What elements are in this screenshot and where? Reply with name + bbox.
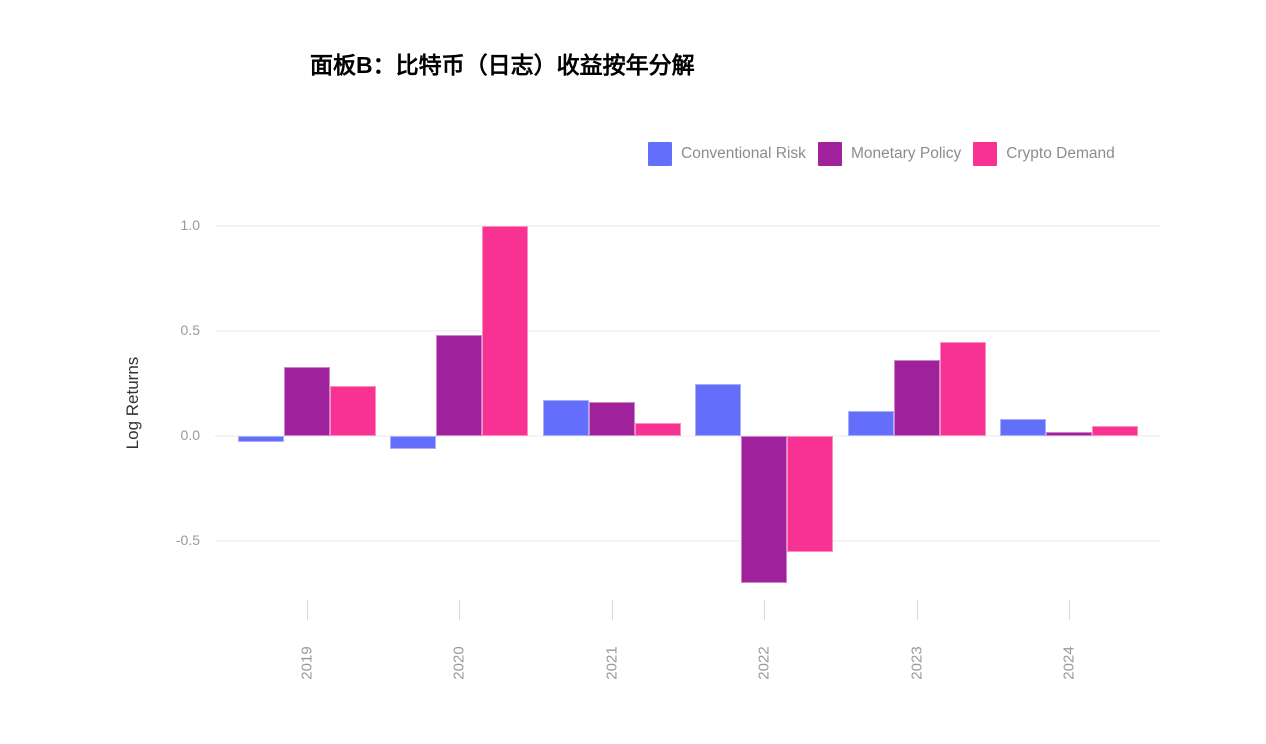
legend-swatch-conventional-risk xyxy=(648,142,672,166)
bar-2024-monetary-policy[interactable] xyxy=(1046,431,1092,436)
x-tick-2020 xyxy=(459,600,461,620)
bar-2020-crypto-demand[interactable] xyxy=(482,226,529,436)
bar-2023-crypto-demand[interactable] xyxy=(939,341,986,436)
y-tick-label--0.5: -0.5 xyxy=(175,532,200,548)
bar-2019-monetary-policy[interactable] xyxy=(284,366,330,436)
x-tick-label-2021: 2021 xyxy=(603,646,621,680)
bar-2022-conventional-risk[interactable] xyxy=(695,383,742,436)
x-tick-label-2019: 2019 xyxy=(298,646,316,680)
bar-2019-conventional-risk[interactable] xyxy=(238,436,284,443)
legend-label-conventional-risk: Conventional Risk xyxy=(681,145,806,162)
x-tick-2021 xyxy=(611,600,613,620)
bar-2021-crypto-demand[interactable] xyxy=(634,423,681,436)
bar-2023-conventional-risk[interactable] xyxy=(847,410,894,436)
legend: Conventional Risk Monetary Policy Crypto D… xyxy=(648,142,1115,166)
bar-2022-crypto-demand[interactable] xyxy=(787,436,834,552)
x-tick-label-2023: 2023 xyxy=(908,646,926,680)
x-tick-2022 xyxy=(764,600,766,620)
y-tick-label-0.0: 0.0 xyxy=(180,427,200,443)
bar-2021-monetary-policy[interactable] xyxy=(588,402,635,436)
y-tick-label-1.0: 1.0 xyxy=(180,217,200,233)
legend-swatch-monetary-policy xyxy=(817,142,842,166)
bar-2020-monetary-policy[interactable] xyxy=(436,335,483,436)
gridline-0.0 xyxy=(215,435,1160,437)
legend-item-conventional-risk[interactable]: Conventional Risk xyxy=(648,142,806,166)
bar-2022-monetary-policy[interactable] xyxy=(741,436,788,583)
chart-title: 面板B：比特币（日志）收益按年分解 xyxy=(310,52,695,78)
gridline-0.5 xyxy=(215,330,1160,332)
x-tick-2024 xyxy=(1069,600,1070,620)
x-tick-2023 xyxy=(916,600,918,620)
legend-swatch-crypto-demand xyxy=(973,142,998,166)
gridline--0.5 xyxy=(215,540,1160,542)
x-tick-label-2022: 2022 xyxy=(755,646,773,680)
bar-2024-conventional-risk[interactable] xyxy=(1000,419,1046,436)
x-tick-label-2024: 2024 xyxy=(1060,646,1078,680)
legend-item-monetary-policy[interactable]: Monetary Policy xyxy=(817,142,962,166)
y-tick-label-0.5: 0.5 xyxy=(180,322,200,338)
bar-2019-crypto-demand[interactable] xyxy=(330,385,376,436)
gridline-1.0 xyxy=(215,225,1160,227)
legend-item-crypto-demand[interactable]: Crypto Demand xyxy=(973,142,1115,166)
x-tick-2019 xyxy=(307,600,308,620)
bar-2024-crypto-demand[interactable] xyxy=(1092,425,1138,436)
x-tick-label-2020: 2020 xyxy=(450,646,468,680)
bar-2023-monetary-policy[interactable] xyxy=(893,360,940,436)
legend-label-crypto-demand: Crypto Demand xyxy=(1006,145,1115,162)
bar-2020-conventional-risk[interactable] xyxy=(390,436,437,449)
legend-label-monetary-policy: Monetary Policy xyxy=(850,145,962,162)
bar-2021-conventional-risk[interactable] xyxy=(542,400,589,436)
